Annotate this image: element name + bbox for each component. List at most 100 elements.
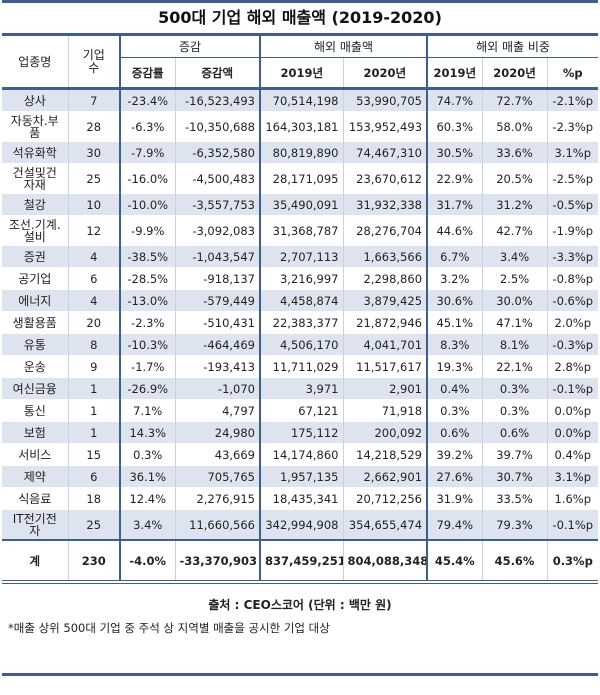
row-name: 철강 [2,193,68,216]
row-share-2020: 20.5% [481,163,548,194]
bottom-rule [2,673,598,676]
total-sales-2020: 804,088,348 [342,539,428,584]
table-row: IT전기전자 25 3.4% 11,660,566 342,994,908 354,655… [2,509,599,540]
row-sales-2019: 31,368,787 [259,215,343,246]
row-pp: 2.0%p [546,311,599,334]
row-amount: 24,980 [174,421,260,444]
row-name: 공기업 [2,267,68,290]
row-count: 25 [67,509,120,540]
row-rate: -6.3% [119,111,175,142]
table-row: 서비스 15 0.3% 43,669 14,174,860 14,218,529 39.2%… [2,443,599,466]
row-amount: -510,431 [174,311,260,334]
header-change-amount: 증감액 [174,57,260,89]
row-sales-2020: 28,276,704 [342,215,428,246]
header-sales-2020: 2020년 [342,57,428,89]
row-share-2019: 22.9% [426,163,483,194]
row-sales-2020: 14,218,529 [342,443,428,466]
row-rate: -26.9% [119,377,175,400]
row-share-2020: 33.5% [481,487,548,510]
row-share-2019: 30.5% [426,141,483,164]
row-rate: 36.1% [119,465,175,488]
row-sales-2020: 153,952,493 [342,111,428,142]
row-share-2020: 22.1% [481,355,548,378]
row-pp: -2.1%p [546,88,599,112]
row-amount: -1,070 [174,377,260,400]
row-sales-2020: 74,467,310 [342,141,428,164]
row-sales-2019: 164,303,181 [259,111,343,142]
row-rate: -10.3% [119,333,175,356]
total-amount: -33,370,903 [174,539,260,584]
row-pp: -1.9%p [546,215,599,246]
row-share-2020: 3.4% [481,245,548,268]
row-sales-2019: 175,112 [259,421,343,444]
row-rate: -23.4% [119,88,175,112]
row-share-2020: 30.0% [481,289,548,312]
row-share-2019: 30.6% [426,289,483,312]
row-name: 석유화학 [2,141,68,164]
row-amount: -464,469 [174,333,260,356]
header-industry: 업종명 [18,55,52,69]
table-row: 보험 1 14.3% 24,980 175,112 200,092 0.6% 0.6% 0.0%… [2,421,599,444]
header-sales-2019: 2019년 [259,57,343,89]
sales-table: 업종명 기업수 증감 해외 매출액 해외 매출 비중 증감률 증감액 2019년… [2,33,599,584]
row-rate: -13.0% [119,289,175,312]
row-pp: -0.6%p [546,289,599,312]
row-sales-2019: 4,458,874 [259,289,343,312]
table-row: 조선.기계.설비 12 -9.9% -3,092,083 31,368,787 28,27… [2,215,599,246]
row-share-2019: 74.7% [426,88,483,112]
row-amount: -3,557,753 [174,193,260,216]
row-name: 제약 [2,465,68,488]
row-rate: -9.9% [119,215,175,246]
row-share-2019: 3.2% [426,267,483,290]
table-row: 자동차.부품 28 -6.3% -10,350,688 164,303,181 153,9… [2,111,599,142]
row-share-2019: 39.2% [426,443,483,466]
table-row: 식음료 18 12.4% 2,276,915 18,435,341 20,712,256 3… [2,487,599,510]
row-sales-2019: 14,174,860 [259,443,343,466]
row-pp: -2.3%p [546,111,599,142]
row-name: 건설및건자재 [2,163,68,194]
row-sales-2020: 20,712,256 [342,487,428,510]
page-title: 500대 기업 해외 매출액 (2019-2020) [158,8,442,27]
row-share-2019: 0.6% [426,421,483,444]
row-pp: 0.0%p [546,421,599,444]
row-name: 유통 [2,333,68,356]
row-share-2020: 0.6% [481,421,548,444]
row-sales-2019: 4,506,170 [259,333,343,356]
row-pp: 0.4%p [546,443,599,466]
row-share-2020: 8.1% [481,333,548,356]
row-name: 운송 [2,355,68,378]
row-count: 12 [67,215,120,246]
row-share-2019: 44.6% [426,215,483,246]
row-amount: 43,669 [174,443,260,466]
row-rate: 14.3% [119,421,175,444]
row-share-2020: 58.0% [481,111,548,142]
total-rate: -4.0% [119,539,175,584]
row-share-2019: 0.3% [426,399,483,422]
row-name: 상사 [2,88,68,112]
row-count: 25 [67,163,120,194]
row-amount: 11,660,566 [174,509,260,540]
row-amount: -1,043,547 [174,245,260,268]
row-sales-2019: 3,971 [259,377,343,400]
row-amount: -3,092,083 [174,215,260,246]
row-rate: -28.5% [119,267,175,290]
row-share-2019: 79.4% [426,509,483,540]
row-share-2020: 0.3% [481,399,548,422]
row-count: 4 [67,289,120,312]
row-share-2020: 79.3% [481,509,548,540]
row-sales-2019: 2,707,113 [259,245,343,268]
row-name: 조선.기계.설비 [2,215,68,246]
row-pp: 0.0%p [546,399,599,422]
sales-table-figure: 500대 기업 해외 매출액 (2019-2020) 업종명 기업수 증감 해외… [2,0,599,676]
row-count: 9 [67,355,120,378]
row-pp: 2.8%p [546,355,599,378]
row-sales-2019: 67,121 [259,399,343,422]
row-rate: -1.7% [119,355,175,378]
row-sales-2019: 28,171,095 [259,163,343,194]
row-count: 28 [67,111,120,142]
row-count: 15 [67,443,120,466]
total-share-2020: 45.6% [481,539,548,584]
row-pp: -0.5%p [546,193,599,216]
row-sales-2019: 22,383,377 [259,311,343,334]
row-share-2019: 27.6% [426,465,483,488]
